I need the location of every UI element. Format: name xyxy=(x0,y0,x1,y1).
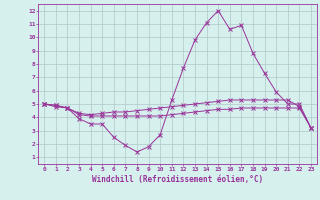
X-axis label: Windchill (Refroidissement éolien,°C): Windchill (Refroidissement éolien,°C) xyxy=(92,175,263,184)
